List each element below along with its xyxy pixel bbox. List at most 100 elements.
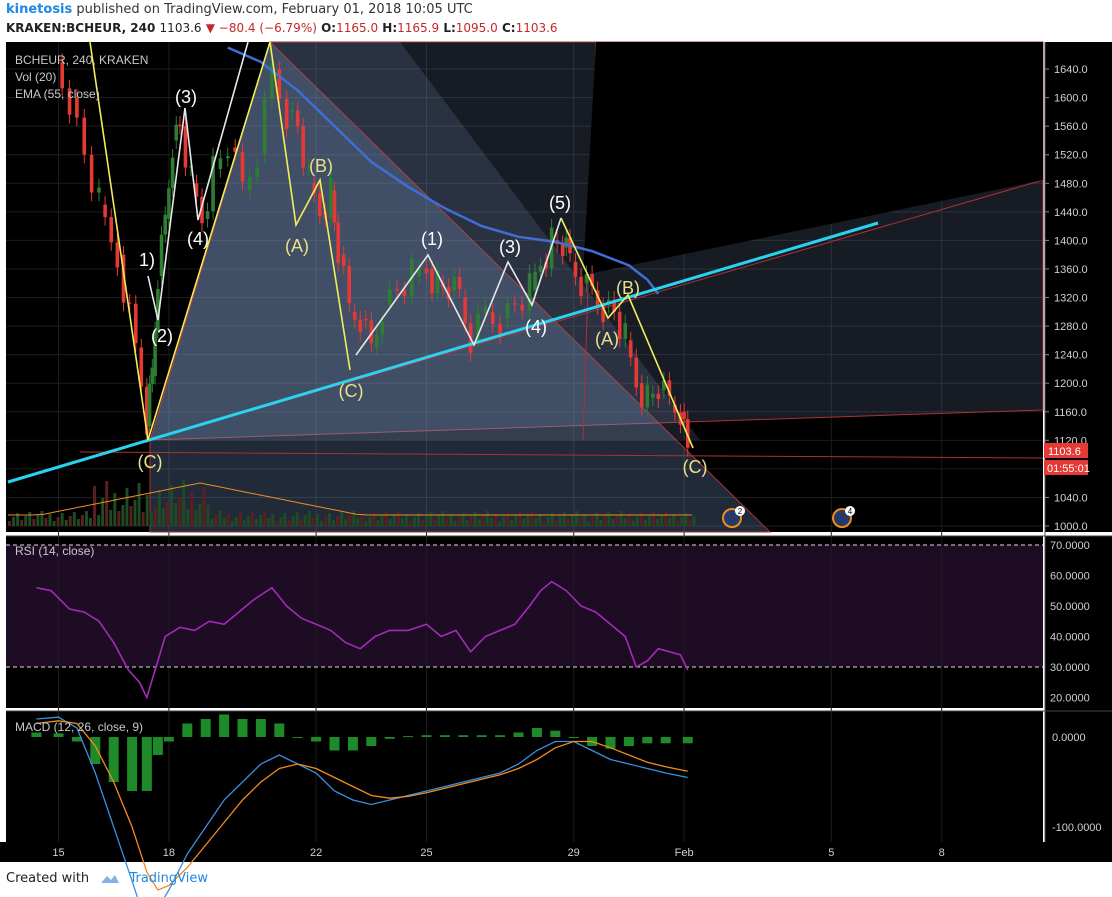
candle-body	[612, 299, 616, 312]
volume-bar	[668, 518, 672, 526]
candle-body	[218, 158, 223, 169]
volume-bar	[502, 517, 506, 526]
symbol-label: KRAKEN:BCHEUR, 240	[6, 21, 156, 35]
volume-bar	[591, 517, 595, 526]
macd-histogram-bar	[255, 719, 266, 737]
volume-bar	[364, 521, 368, 526]
candle-body	[336, 222, 340, 264]
macd-histogram-bar	[384, 737, 395, 739]
volume-bar	[615, 515, 619, 526]
candle-body	[248, 176, 252, 191]
volume-bar	[109, 510, 113, 526]
volume-bar	[469, 516, 473, 526]
macd-histogram-bar	[71, 737, 82, 742]
macd-histogram-bar	[458, 735, 469, 737]
candle-body	[395, 288, 399, 291]
candle-body	[538, 266, 543, 272]
macd-histogram-bar	[476, 735, 487, 737]
candle-body	[476, 313, 480, 341]
rsi-line	[36, 580, 689, 700]
wave-label-white: 1)	[139, 250, 155, 270]
candle-body	[463, 297, 467, 324]
macd-histogram-bar	[366, 737, 377, 746]
volume-bar	[149, 513, 153, 526]
candle-body	[584, 273, 589, 284]
support-line	[79, 451, 1044, 459]
time-axis-label: 22	[310, 847, 322, 859]
footer: Created with TradingView	[6, 871, 208, 886]
macd-histogram-bar	[90, 737, 101, 764]
volume-bar	[660, 515, 664, 526]
rsi-axis-label: 60.0000	[1050, 571, 1090, 583]
candle-body	[363, 318, 368, 321]
candle-body	[527, 273, 532, 311]
time-axis-label: 18	[163, 847, 175, 859]
macd-histogram-bar	[31, 732, 42, 737]
macd-histogram-bar	[568, 737, 579, 738]
rsi-band-fill	[6, 545, 1043, 667]
publish-info: published on TradingView.com, February 0…	[76, 2, 473, 17]
candle-body	[595, 290, 600, 307]
volume-bar	[182, 480, 186, 526]
volume-bar	[133, 500, 137, 526]
candle-body	[147, 383, 152, 427]
volume-bar	[546, 517, 550, 526]
volume-bar	[20, 520, 24, 526]
rsi-axis-label: 30.0000	[1050, 662, 1090, 674]
candle-body	[82, 117, 87, 155]
rsi-axis-label: 70.0000	[1050, 540, 1090, 552]
volume-bar	[352, 511, 356, 526]
volume-bar	[271, 514, 275, 526]
volume-bar	[485, 511, 489, 526]
volume-bar	[534, 518, 538, 526]
volume-bar	[93, 486, 97, 526]
event-count: 4	[848, 507, 853, 516]
volume-bar	[117, 511, 121, 526]
macd-histogram-bar	[292, 737, 303, 738]
high-label: H:	[382, 21, 398, 35]
candle-body	[167, 188, 171, 219]
macd-pane[interactable]	[6, 711, 1043, 842]
candle-body	[639, 383, 644, 408]
event-count-badge	[845, 506, 855, 516]
wave-label-white: (5)	[549, 193, 571, 213]
volume-bar	[186, 509, 190, 526]
macd-histogram-bar	[237, 719, 248, 737]
price-axis-label: 1200.0	[1054, 378, 1088, 390]
volume-bar	[275, 521, 279, 526]
author-name[interactable]: kinetosis	[6, 2, 73, 17]
candle-body	[667, 380, 672, 397]
volume-bar	[526, 515, 530, 526]
volume-bar	[587, 521, 591, 526]
volume-bar	[68, 516, 72, 526]
price-axis-label: 1040.0	[1054, 492, 1088, 504]
volume-bar	[121, 505, 125, 526]
volume-bar	[97, 515, 101, 526]
volume-bar	[8, 521, 11, 526]
macd-histogram-bar	[513, 732, 524, 737]
volume-bar	[611, 519, 615, 526]
candle-body	[682, 411, 686, 420]
ema-line	[227, 46, 660, 295]
candle-body	[358, 319, 363, 332]
volume-bar	[202, 487, 206, 526]
candle-body	[67, 88, 72, 115]
trend-line[interactable]	[7, 221, 879, 484]
volume-bar	[417, 513, 421, 526]
volume-bar	[210, 519, 214, 526]
candle-body	[139, 347, 144, 387]
volume-bar	[255, 519, 259, 526]
candle-body	[170, 157, 175, 189]
volume-bar	[595, 513, 599, 526]
volume-bar	[522, 519, 526, 526]
candle-body	[628, 340, 633, 358]
tradingview-link[interactable]: TradingView	[129, 871, 208, 886]
rsi-legend: RSI (14, close)	[15, 544, 94, 558]
price-axis-label: 1400.0	[1054, 235, 1088, 247]
volume-bar	[206, 505, 210, 526]
candle-body	[662, 380, 666, 391]
macd-histogram-bar	[403, 736, 414, 738]
candle-body	[332, 190, 337, 223]
symbol-legend: BCHEUR, 240, KRAKEN	[15, 53, 148, 67]
